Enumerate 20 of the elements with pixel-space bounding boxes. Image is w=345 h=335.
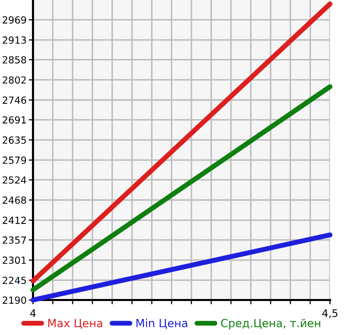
y-tick-label: 2245: [2, 276, 26, 284]
y-tick-label: 2635: [2, 136, 26, 144]
y-tick-label: 2913: [2, 36, 26, 44]
y-tick-label: 2802: [2, 76, 26, 84]
y-tick-label: 2357: [2, 236, 26, 244]
y-tick-label: 2468: [2, 196, 26, 204]
y-tick-label: 2412: [2, 216, 26, 224]
y-tick-label: 2969: [2, 16, 26, 24]
y-tick-label: 2746: [2, 96, 26, 104]
legend-label: Min Цена: [136, 318, 188, 329]
legend-label: Сред.Цена, т.йен: [221, 318, 320, 330]
y-tick-label: 2579: [2, 156, 26, 164]
y-tick-label: 2301: [2, 256, 26, 264]
y-tick-label: 2691: [2, 116, 26, 124]
y-tick-label: 2858: [2, 56, 26, 64]
legend-label: Max Цена: [48, 319, 102, 329]
x-tick-label: 4,5: [322, 309, 338, 318]
y-tick-label: 2190: [2, 296, 26, 304]
x-tick-label: 4: [30, 309, 36, 317]
y-tick-label: 2524: [2, 176, 26, 184]
